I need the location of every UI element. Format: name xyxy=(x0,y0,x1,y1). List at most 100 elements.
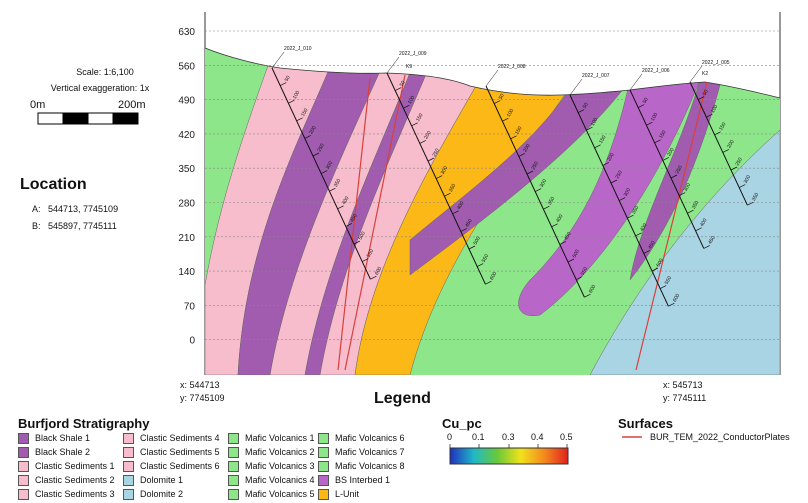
depth-tick xyxy=(602,162,609,166)
legend-title: Legend xyxy=(374,390,431,407)
depth-label: 400 xyxy=(456,200,465,210)
legend-swatch xyxy=(18,433,29,445)
legend-label: Mafic Volcanics 3 xyxy=(245,461,315,471)
depth-label: 600 xyxy=(374,266,383,276)
legend-item: Clastic Sediments 1 xyxy=(18,461,115,473)
depth-label: 50 xyxy=(642,97,650,105)
depth-label: 50 xyxy=(399,80,407,88)
depth-label: 150 xyxy=(300,107,309,117)
conductor-plate-k9b xyxy=(344,74,406,371)
unit-bs-interbed xyxy=(518,79,701,317)
depth-label: 50 xyxy=(582,102,590,110)
legend-label: Clastic Sediments 1 xyxy=(35,461,115,471)
geology-units xyxy=(205,48,780,375)
depth-label: 450 xyxy=(464,218,473,228)
legend-swatch xyxy=(318,433,329,445)
drillhole-name: 2022_J_008 xyxy=(498,64,526,70)
depth-tick xyxy=(638,104,645,108)
scale-end: 200m xyxy=(118,99,146,111)
depth-tick xyxy=(485,280,492,285)
depth-tick xyxy=(510,135,517,140)
legend-item: Clastic Sediments 4 xyxy=(123,433,220,445)
surfaces-title: Surfaces xyxy=(618,416,673,431)
stratigraphy-title: Burfjord Stratigraphy xyxy=(18,416,150,431)
depth-label: 100 xyxy=(292,90,301,100)
depth-label: 150 xyxy=(598,134,607,144)
depth-tick xyxy=(643,250,650,254)
depth-tick xyxy=(559,241,566,245)
elevation-tick-0: 0 xyxy=(189,336,195,347)
depth-tick xyxy=(739,184,746,188)
depth-label: 450 xyxy=(647,240,656,250)
legend-item: Mafic Volcanics 5 xyxy=(228,489,315,501)
depth-tick xyxy=(576,276,583,280)
depth-label: 100 xyxy=(407,95,416,105)
depth-label: 350 xyxy=(547,196,556,206)
depth-label: 500 xyxy=(358,231,367,241)
depth-label: 500 xyxy=(656,258,665,268)
depth-tick xyxy=(662,157,669,161)
legend-label: Mafic Volcanics 2 xyxy=(245,447,315,457)
depth-label: 300 xyxy=(623,187,632,197)
unit-black-shale-lower xyxy=(629,79,721,281)
legend-label: Mafic Volcanics 5 xyxy=(245,489,315,499)
legend-label: L-Unit xyxy=(335,489,360,499)
legend-label: Clastic Sediments 2 xyxy=(35,475,115,485)
depth-label: 350 xyxy=(751,192,760,202)
depth-tick xyxy=(695,227,702,232)
depth-tick xyxy=(329,187,336,192)
depth-label: 50 xyxy=(702,89,710,97)
legend-label: Clastic Sediments 5 xyxy=(140,447,220,457)
depth-tick xyxy=(518,153,525,157)
legend-label: Clastic Sediments 3 xyxy=(35,489,115,499)
depth-tick xyxy=(427,157,435,162)
depth-tick xyxy=(502,117,509,122)
depth-tick xyxy=(353,240,361,245)
legend-swatch xyxy=(318,489,329,501)
legend-item: Clastic Sediments 6 xyxy=(123,461,220,473)
depth-label: 50 xyxy=(498,93,506,101)
elevation-tick-560: 560 xyxy=(178,61,195,72)
legend-item: Clastic Sediments 2 xyxy=(18,475,115,487)
coord-left-x: x: 544713 xyxy=(180,380,220,390)
depth-tick xyxy=(635,232,642,237)
depth-tick xyxy=(494,100,501,104)
depth-label: 500 xyxy=(473,236,482,246)
depth-label: 600 xyxy=(672,293,681,303)
legend-swatch xyxy=(123,475,134,487)
legend-label: Dolomite 2 xyxy=(140,489,184,499)
legend-label: Black Shale 2 xyxy=(35,447,91,457)
legend-label: Black Shale 1 xyxy=(35,433,91,443)
elevation-tick-350: 350 xyxy=(178,164,195,175)
legend-item: Mafic Volcanics 3 xyxy=(228,461,315,473)
depth-label: 550 xyxy=(481,253,490,263)
legend-item: Mafic Volcanics 4 xyxy=(228,475,315,487)
legend-swatch xyxy=(123,461,134,473)
legend-item: Mafic Volcanics 7 xyxy=(318,447,405,459)
legend-item: Black Shale 1 xyxy=(18,433,91,445)
depth-tick xyxy=(730,166,738,171)
elevation-tick-280: 280 xyxy=(178,199,195,210)
legend-swatch xyxy=(228,475,239,487)
drillhole-trace xyxy=(629,89,705,249)
scale-start: 0m xyxy=(30,99,46,111)
depth-label: 550 xyxy=(366,248,375,258)
legend-swatch xyxy=(318,447,329,459)
depth-tick xyxy=(679,192,686,196)
legend-swatch xyxy=(228,461,239,473)
depth-label: 50 xyxy=(284,75,292,83)
depth-tick xyxy=(687,209,694,214)
depth-label: 300 xyxy=(539,178,548,188)
depth-tick xyxy=(698,96,705,100)
elevation-tick-210: 210 xyxy=(178,233,195,244)
depth-label: 400 xyxy=(555,213,564,223)
legend-swatch xyxy=(318,475,329,487)
depth-label: 400 xyxy=(639,222,648,232)
depth-tick xyxy=(543,205,550,210)
surface-label: BUR_TEM_2022_ConductorPlates xyxy=(650,432,790,442)
depth-tick xyxy=(714,131,721,136)
depth-label: 150 xyxy=(415,112,424,122)
depth-label: 250 xyxy=(675,165,684,175)
legend-label: Mafic Volcanics 1 xyxy=(245,433,315,443)
